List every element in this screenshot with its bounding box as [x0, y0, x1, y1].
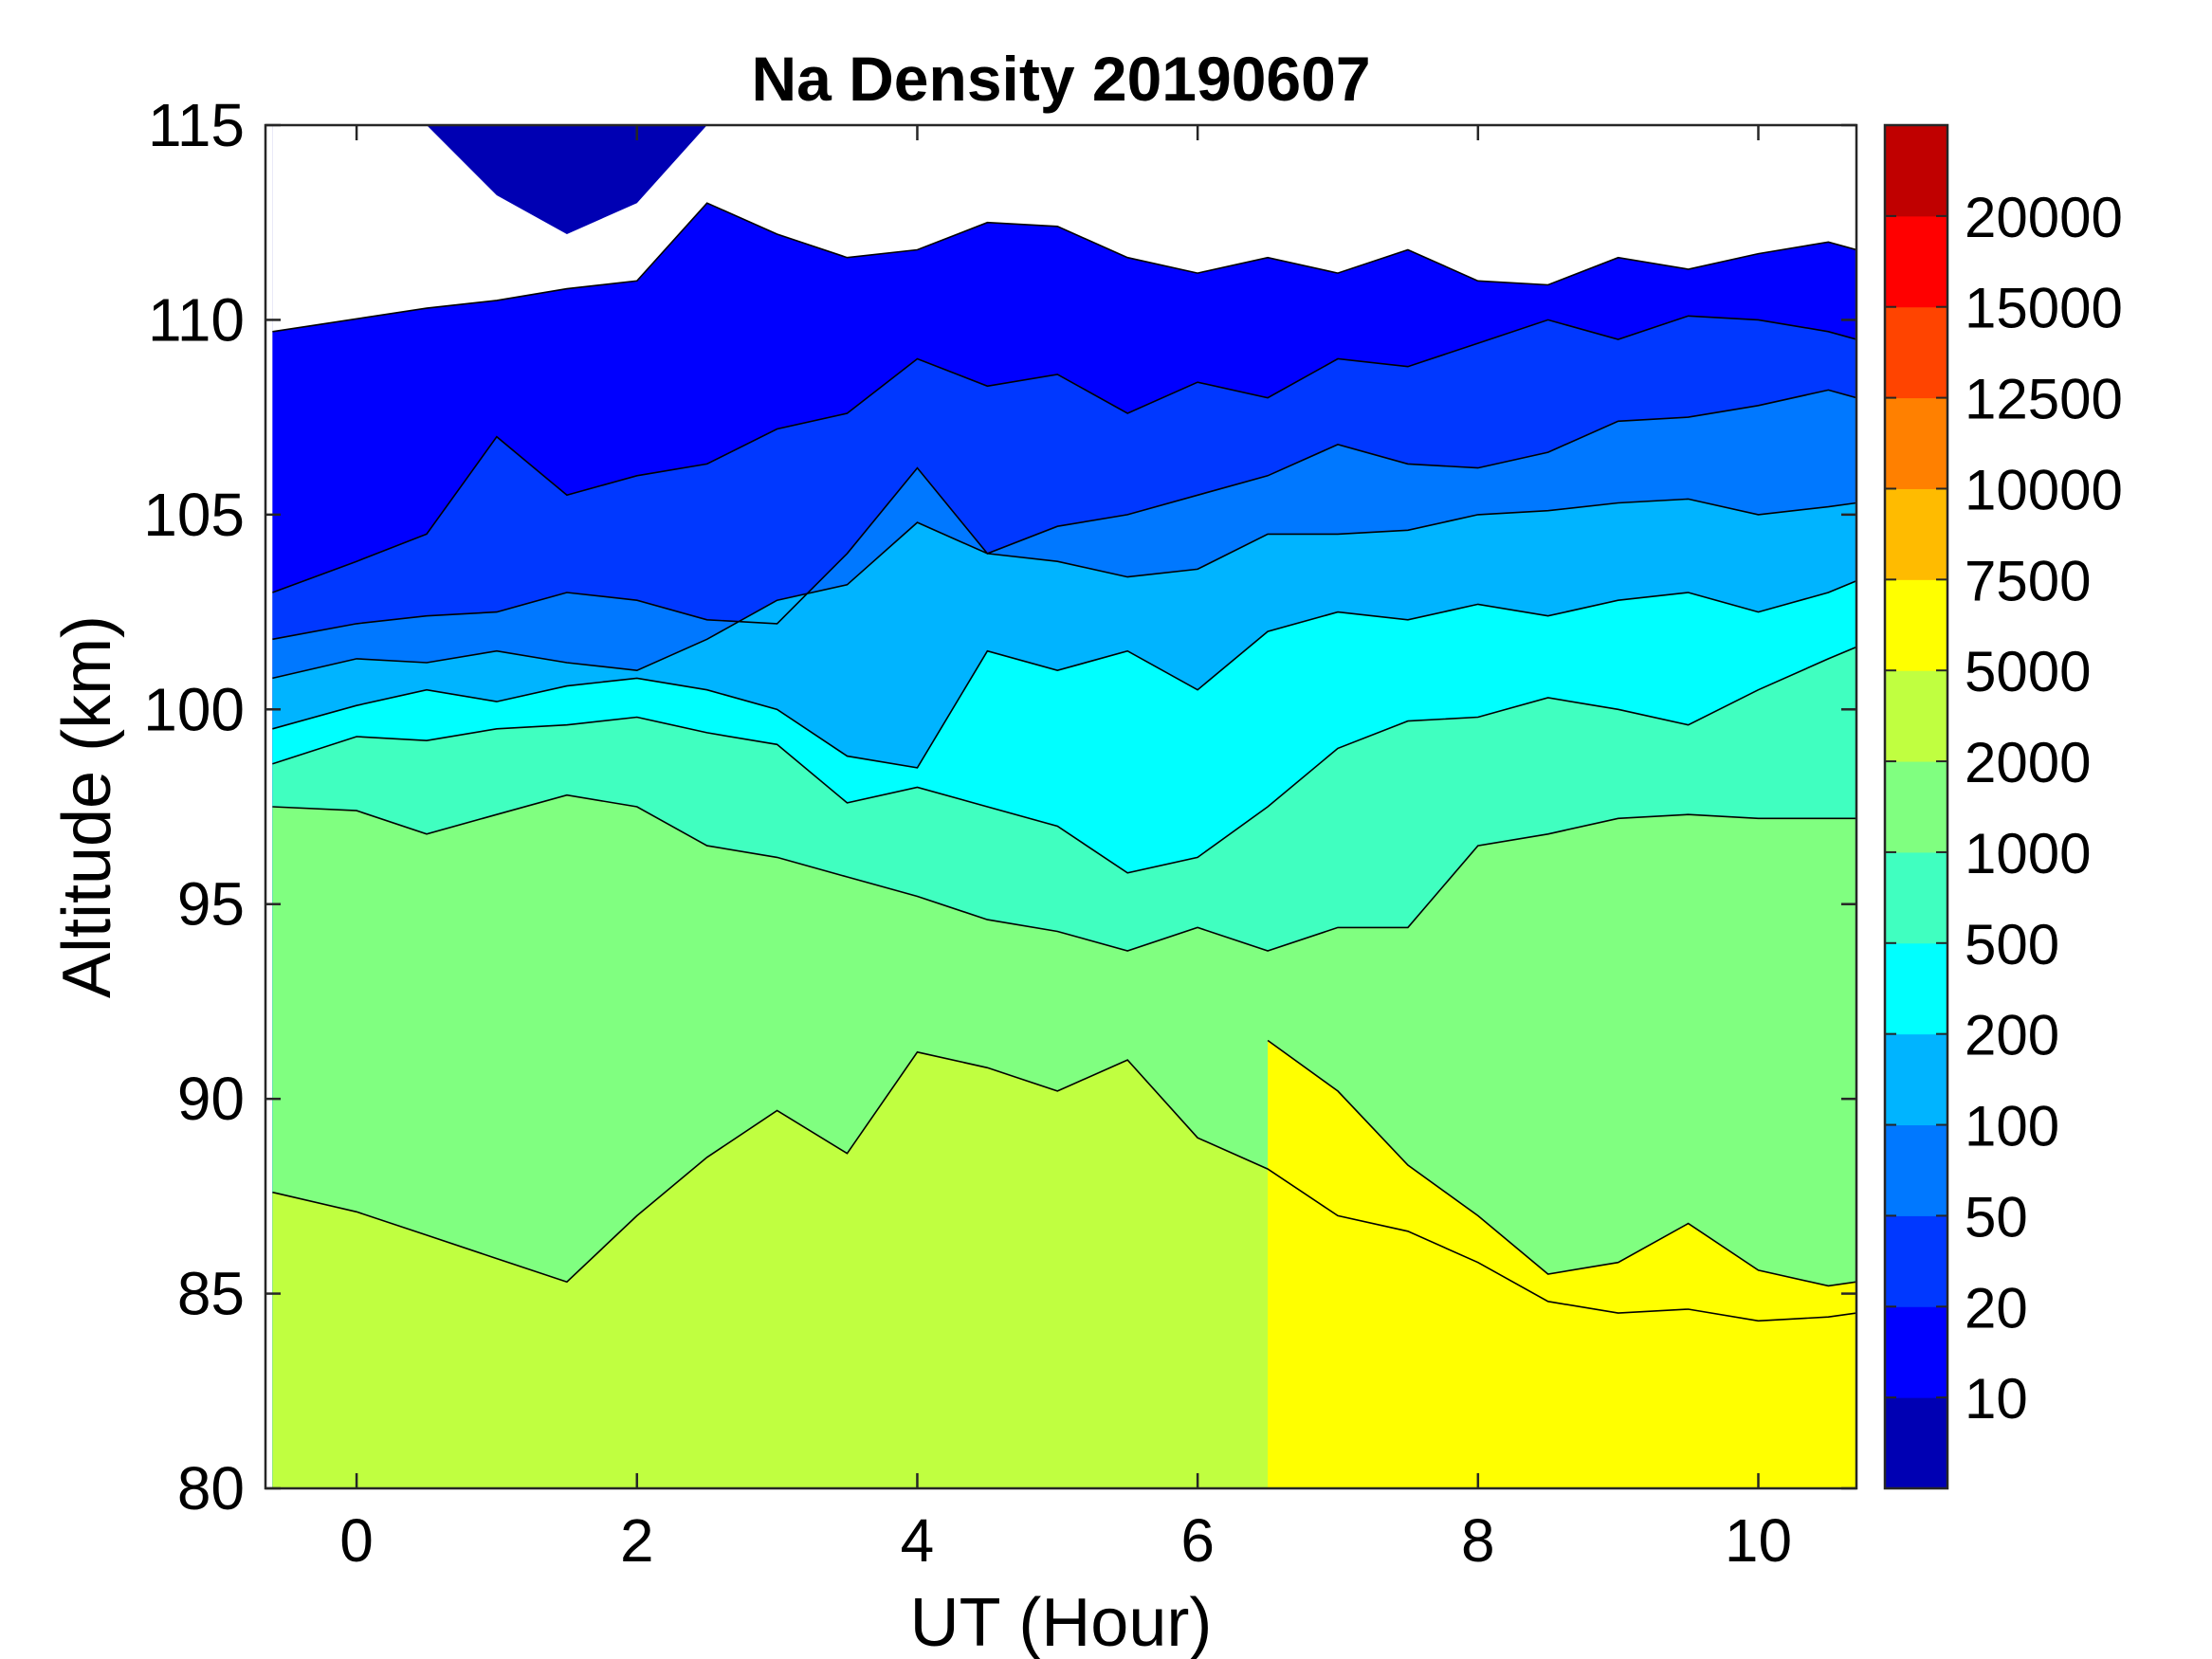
colorbar-swatch	[1885, 1215, 1947, 1307]
y-tick-label: 85	[177, 1260, 245, 1328]
colorbar-swatch	[1885, 215, 1947, 308]
colorbar-label: 2000	[1965, 731, 2091, 794]
colorbar-swatch	[1885, 488, 1947, 580]
colorbar-label: 100	[1965, 1095, 2059, 1158]
colorbar-swatch	[1885, 1124, 1947, 1216]
colorbar-label: 200	[1965, 1004, 2059, 1067]
y-tick-label: 95	[177, 870, 245, 939]
colorbar-label: 500	[1965, 913, 2059, 976]
x-axis-label: UT (Hour)	[910, 1585, 1213, 1659]
y-tick-label: 115	[148, 91, 245, 159]
colorbar-swatch	[1885, 670, 1947, 762]
contour-bands	[272, 125, 1856, 1488]
contour-lines	[272, 202, 1856, 1322]
colorbar-swatch	[1885, 1033, 1947, 1126]
contour-line-8	[272, 1050, 1856, 1322]
contour-line-4	[272, 498, 1856, 680]
x-tick-label: 0	[339, 1506, 374, 1575]
colorbar-swatch	[1885, 851, 1947, 944]
colorbar-label: 7500	[1965, 549, 2091, 612]
colorbar-frame	[1883, 123, 1949, 1490]
colorbar-swatch	[1885, 306, 1947, 399]
x-tick-label: 6	[1180, 1506, 1215, 1575]
plot-frame	[264, 123, 1858, 1490]
y-axis-ticks: 80 85 90 95 100 105 110 115	[143, 91, 1856, 1522]
colorbar-swatch	[1885, 761, 1947, 853]
colorbar-swatch	[1885, 1397, 1947, 1489]
colorbar-label: 10	[1965, 1367, 2028, 1431]
x-tick-label: 10	[1725, 1506, 1792, 1575]
x-axis-ticks: 0 2 4 6 8 10	[339, 125, 1792, 1575]
contour-line-5	[272, 579, 1856, 769]
colorbar-label: 20000	[1965, 186, 2123, 249]
y-tick-label: 80	[177, 1454, 245, 1522]
plot-area	[265, 125, 1856, 1488]
contour-band-9	[1268, 1040, 1856, 1488]
colorbar-label: 12500	[1965, 368, 2123, 431]
chart-title: Na Density 20190607	[751, 44, 1370, 114]
colorbar-label: 5000	[1965, 640, 2091, 703]
colorbar-swatch	[1885, 125, 1947, 217]
x-tick-label: 2	[620, 1506, 654, 1575]
colorbar-label: 10000	[1965, 458, 2123, 521]
x-tick-label: 4	[901, 1506, 935, 1575]
colorbar-label: 1000	[1965, 822, 2091, 885]
colorbar-swatch	[1885, 942, 1947, 1035]
colorbar-label: 20	[1965, 1276, 2028, 1340]
y-tick-label: 110	[148, 285, 245, 354]
colorbar-swatch	[1885, 1306, 1947, 1398]
contour-line-2	[272, 315, 1856, 593]
colorbar-label: 50	[1965, 1185, 2028, 1249]
y-tick-label: 100	[143, 675, 245, 743]
contour-line-3	[272, 389, 1856, 641]
contour-line-6	[272, 646, 1856, 874]
contour-line-7	[272, 793, 1856, 952]
y-axis-label: Altitude (km)	[49, 615, 125, 998]
colorbar-label: 15000	[1965, 277, 2123, 340]
y-tick-label: 105	[143, 481, 245, 549]
x-tick-label: 8	[1461, 1506, 1495, 1575]
colorbar: 10 20 50 100 200 500 1000 2000 5000 7500 10000 1250…	[1883, 123, 2123, 1490]
colorbar-swatch	[1885, 579, 1947, 671]
colorbar-swatch	[1885, 397, 1947, 489]
y-tick-label: 90	[177, 1065, 245, 1133]
contour-line-9	[1267, 1039, 1856, 1287]
contour-line-1	[272, 202, 1856, 333]
